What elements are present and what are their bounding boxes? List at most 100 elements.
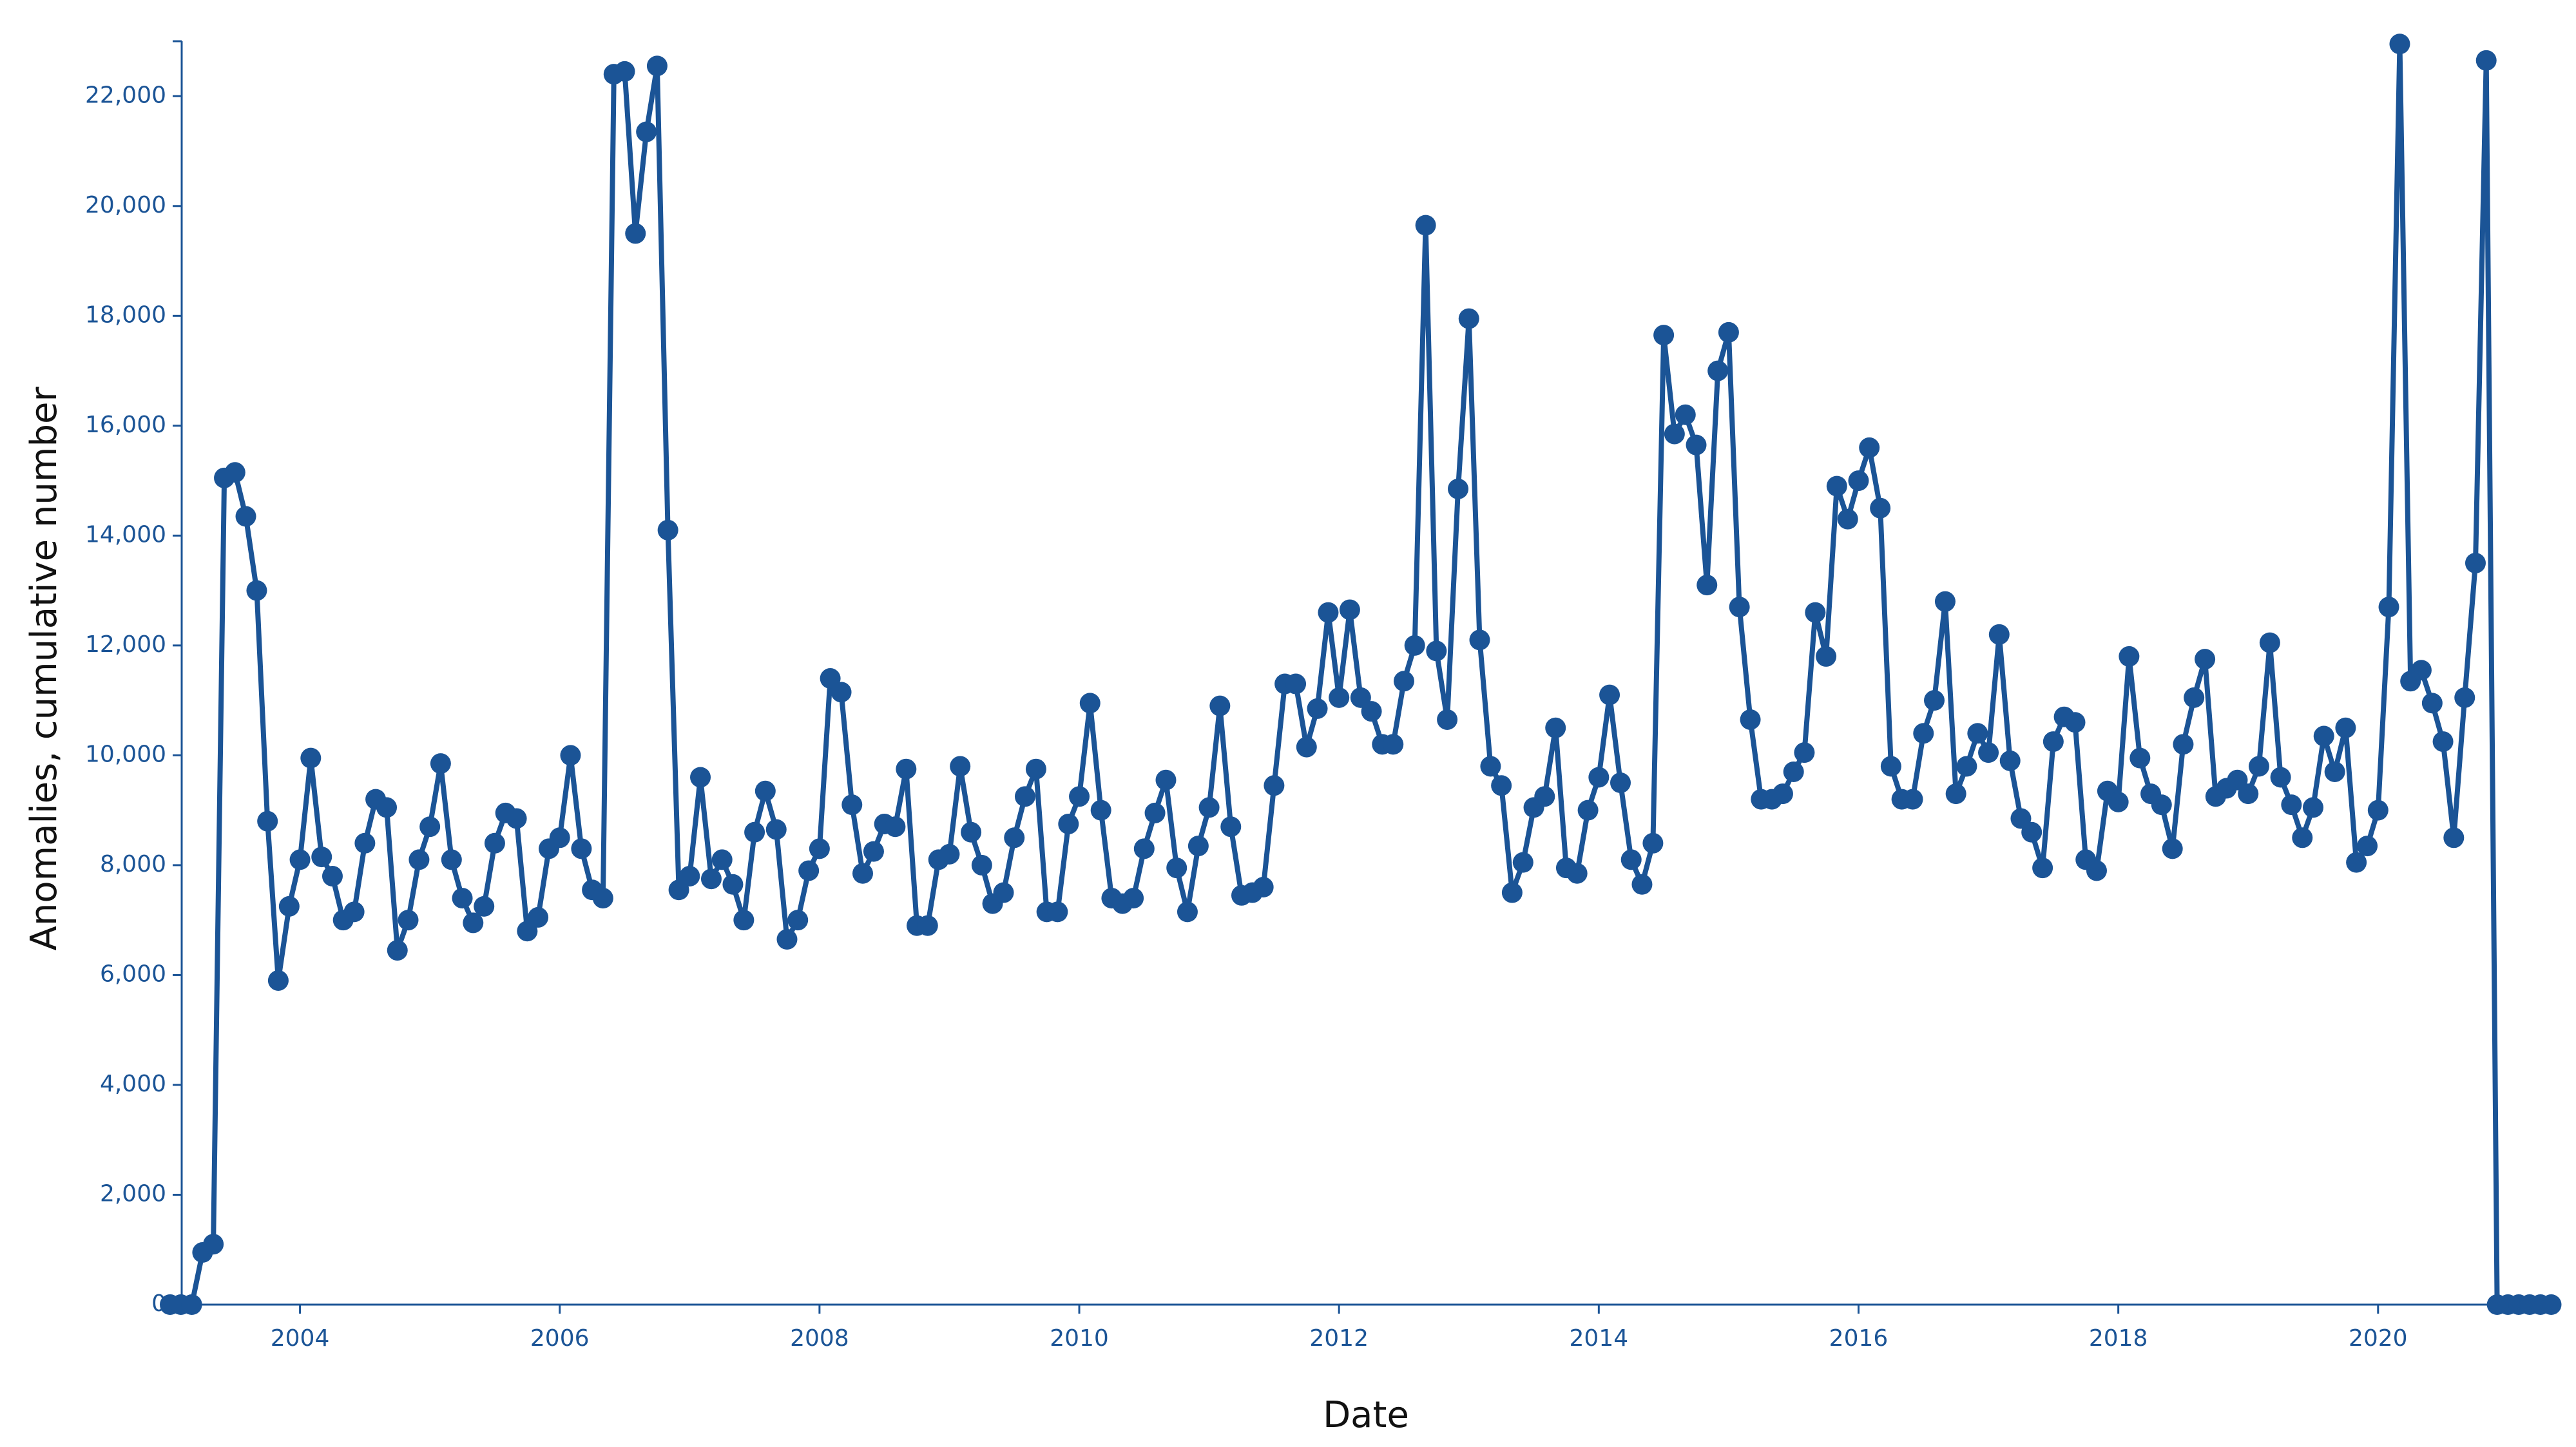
data-point [1999, 750, 2021, 771]
data-point [267, 970, 289, 991]
data-point [679, 865, 700, 886]
data-point [257, 810, 278, 832]
data-point [1448, 478, 1469, 499]
x-tick-label: 2008 [790, 1325, 849, 1352]
data-point [463, 912, 484, 934]
data-point [354, 832, 376, 854]
data-point [1437, 709, 1458, 730]
y-tick-label: 6,000 [100, 961, 166, 987]
data-point [1491, 775, 1512, 796]
data-point [2281, 794, 2302, 816]
data-point [787, 910, 809, 931]
data-point [2108, 791, 2129, 812]
data-point [300, 747, 322, 769]
data-point [1913, 723, 1934, 744]
data-point [1404, 635, 1425, 656]
data-point [2313, 725, 2334, 747]
data-point [1848, 470, 1869, 492]
data-point [1772, 783, 1793, 805]
data-point [1945, 783, 1966, 805]
data-point [1166, 858, 1187, 879]
data-point [1642, 832, 1664, 854]
data-point [657, 519, 678, 541]
data-point [1934, 591, 1956, 612]
data-point [1501, 882, 1523, 903]
data-point [1383, 734, 1404, 755]
data-point [809, 838, 830, 859]
data-point [614, 61, 635, 82]
data-point [1025, 758, 1046, 780]
data-point [1177, 901, 1198, 923]
data-point [1253, 877, 1274, 898]
data-point [1469, 629, 1490, 651]
data-point [636, 121, 657, 142]
data-point [1675, 404, 1696, 425]
data-point [1653, 325, 1675, 346]
data-point [549, 827, 570, 848]
data-point [1079, 693, 1101, 714]
data-point [939, 843, 960, 865]
data-point [1880, 756, 1901, 777]
data-point [441, 849, 462, 870]
data-point [2259, 632, 2280, 653]
data-point [2129, 747, 2151, 769]
x-tick-label: 2016 [1829, 1325, 1889, 1352]
data-point [700, 868, 722, 890]
data-point [1988, 624, 2010, 645]
data-point [852, 863, 874, 884]
data-point [1610, 772, 1631, 794]
data-point [1967, 723, 1988, 744]
data-point [2465, 552, 2486, 573]
data-point [1534, 786, 1555, 807]
data-point [1512, 852, 1533, 873]
data-point [322, 865, 343, 886]
data-point [2378, 597, 2399, 618]
y-tick-label: 14,000 [85, 521, 166, 548]
data-point [2454, 687, 2475, 708]
data-point [722, 874, 744, 895]
y-tick-label: 12,000 [85, 631, 166, 658]
data-point [1047, 901, 1068, 923]
data-point [2357, 836, 2378, 857]
data-point [1058, 813, 1079, 834]
data-point [1859, 437, 1880, 458]
data-point [1545, 717, 1566, 738]
data-point [1620, 849, 1642, 870]
y-tick-label: 22,000 [85, 82, 166, 108]
data-point [1307, 698, 1328, 719]
data-point [376, 797, 398, 818]
y-tick-label: 4,000 [100, 1071, 166, 1097]
data-point [2346, 852, 2367, 873]
data-point [1718, 321, 1739, 343]
data-point [419, 816, 441, 838]
data-point [2432, 731, 2454, 752]
data-point [1458, 308, 1479, 329]
data-point [2367, 800, 2389, 821]
data-point [1123, 888, 1144, 909]
data-point [1339, 599, 1360, 620]
data-point [841, 794, 863, 816]
y-tick-label: 16,000 [85, 412, 166, 438]
data-point [1697, 575, 1718, 596]
y-tick-label: 20,000 [85, 192, 166, 218]
x-tick-label: 2020 [2349, 1325, 2408, 1352]
data-point [2173, 734, 2194, 755]
data-point [1686, 434, 1707, 455]
data-point [776, 929, 798, 950]
y-tick-label: 8,000 [100, 851, 166, 877]
data-point [1415, 215, 1436, 236]
data-point [1264, 775, 1285, 796]
data-point [971, 854, 992, 876]
data-point [1740, 709, 1761, 730]
data-point [1588, 767, 1610, 788]
data-point [2195, 649, 2216, 670]
data-point [765, 819, 787, 840]
data-point [1924, 690, 1945, 711]
data-point [625, 223, 646, 244]
data-point [1426, 640, 1447, 662]
data-point [1870, 497, 1891, 519]
data-point [2162, 838, 2183, 859]
x-tick-label: 2012 [1309, 1325, 1369, 1352]
data-point [1956, 756, 1977, 777]
